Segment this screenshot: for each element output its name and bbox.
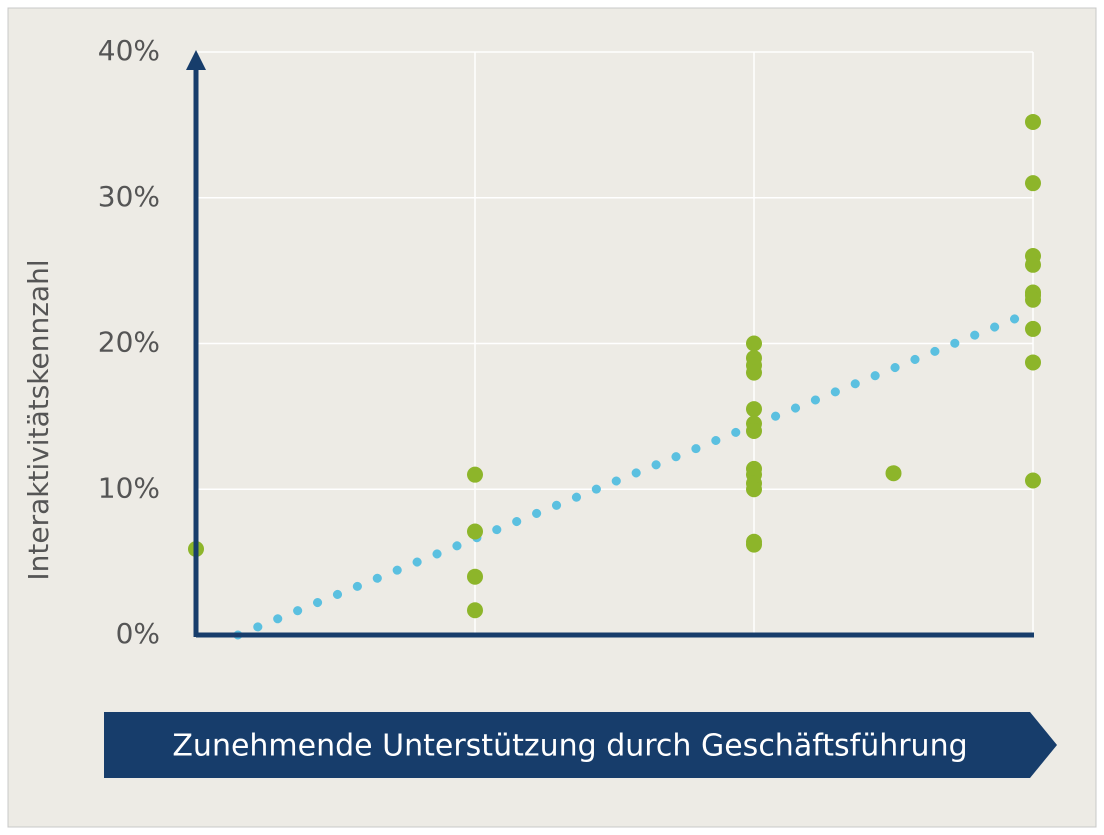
data-point <box>1025 113 1041 130</box>
data-point <box>746 335 762 352</box>
data-point <box>746 536 762 553</box>
y-tick-label: 40% <box>98 34 160 67</box>
data-point <box>467 523 483 540</box>
data-point <box>467 466 483 483</box>
trend-line <box>233 306 1038 640</box>
data-point <box>746 481 762 498</box>
x-axis-label: Zunehmende Unterstützung durch Geschäfts… <box>172 729 967 764</box>
y-tick-label: 30% <box>98 180 160 213</box>
data-point <box>1025 291 1041 308</box>
data-point <box>885 465 902 482</box>
data-point <box>746 422 762 439</box>
y-tick-label: 0% <box>116 617 160 650</box>
background <box>7 7 1097 828</box>
data-point <box>1025 354 1041 371</box>
y-tick-label: 20% <box>98 326 160 359</box>
data-point <box>746 401 762 418</box>
y-tick-label: 10% <box>98 471 160 504</box>
data-point <box>1025 256 1041 273</box>
data-point <box>746 364 762 381</box>
data-point <box>1025 320 1041 337</box>
y-axis-label: Interaktivitätskennzahl <box>22 259 55 580</box>
data-point <box>1025 472 1041 489</box>
data-point <box>1025 175 1041 192</box>
data-point <box>467 602 483 619</box>
x-axis-banner <box>104 712 1057 778</box>
y-axis-arrow <box>186 50 206 70</box>
data-point <box>467 568 483 585</box>
